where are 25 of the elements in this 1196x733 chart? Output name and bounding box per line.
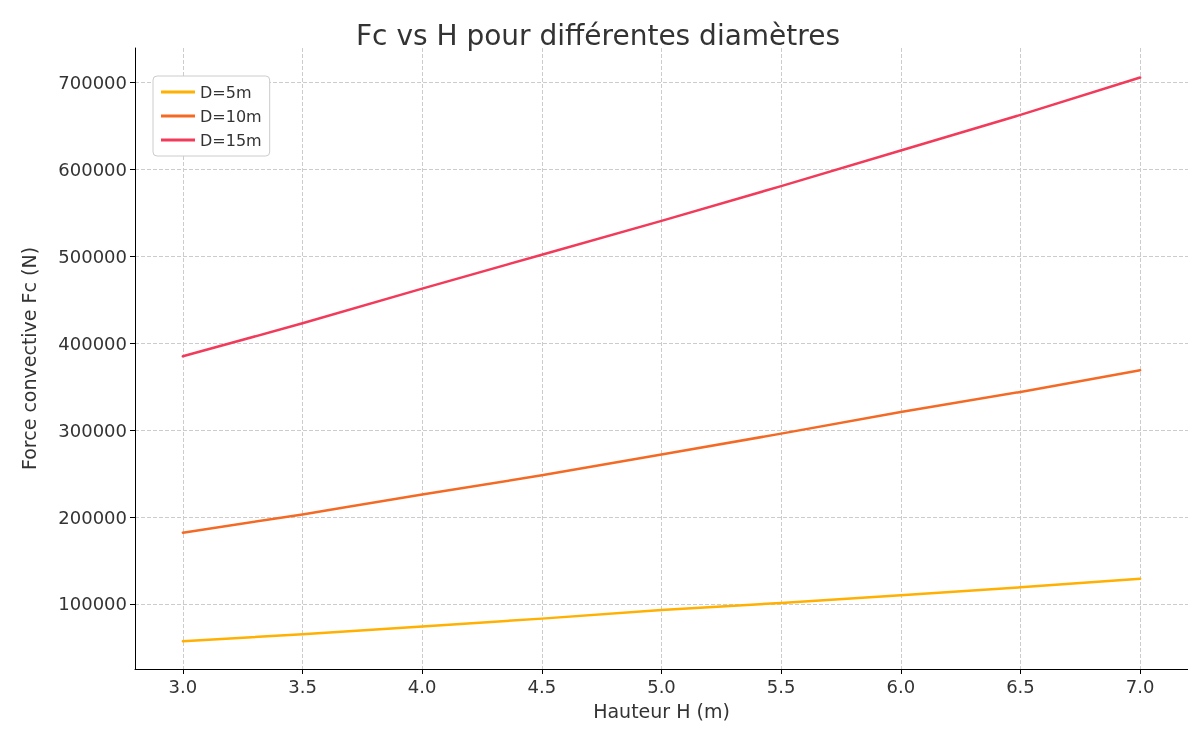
x-tick-label: 7.0 <box>1125 675 1155 697</box>
y-tick-label: 200000 <box>58 506 127 528</box>
legend-label: D=5m <box>200 82 252 102</box>
legend-label: D=10m <box>200 106 262 126</box>
x-tick-label: 5.0 <box>647 675 676 697</box>
x-tick-label: 4.5 <box>527 675 557 697</box>
y-tick-label: 100000 <box>58 593 127 615</box>
y-tick-label: 400000 <box>58 332 127 354</box>
y-tick-label: 700000 <box>58 72 127 94</box>
line-series <box>181 76 1142 358</box>
y-tick-label: 500000 <box>58 245 127 267</box>
y-axis-title: Force convective Fc (N) <box>17 246 40 471</box>
x-tick-label: 6.5 <box>1006 675 1035 697</box>
chart-title: Fc vs H pour différentes diamètres <box>355 18 841 52</box>
legend-label: D=15m <box>200 130 262 150</box>
x-tick-label: 4.0 <box>407 675 437 697</box>
x-tick-label: 5.5 <box>766 675 796 697</box>
x-tick-label: 3.5 <box>288 675 317 697</box>
y-tick-label: 300000 <box>58 419 127 441</box>
y-tick-label: 600000 <box>58 159 127 181</box>
line-series <box>181 368 1142 534</box>
x-tick-label: 3.0 <box>168 675 198 697</box>
x-axis-title: Hauteur H (m) <box>593 699 730 722</box>
x-tick-label: 6.0 <box>886 675 916 697</box>
line-series <box>181 577 1142 643</box>
